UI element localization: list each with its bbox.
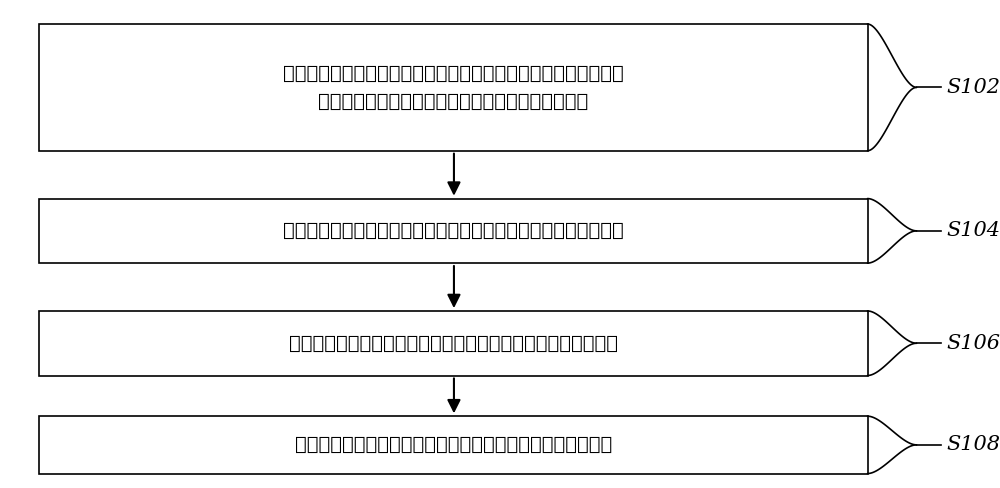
FancyBboxPatch shape <box>39 199 868 263</box>
Text: S104: S104 <box>946 222 1000 241</box>
Text: 利用三维扫描仪对变电站进行三维扫描，得到该变电站的建模数据
，根据该变电站的建模数据建立该变电站的三维模型: 利用三维扫描仪对变电站进行三维扫描，得到该变电站的建模数据 ，根据该变电站的建模… <box>283 64 624 111</box>
Text: S106: S106 <box>946 334 1000 353</box>
FancyBboxPatch shape <box>39 24 868 151</box>
Text: 实时监听用户对上述监控页面发起的操作，该操作包括点击操作: 实时监听用户对上述监控页面发起的操作，该操作包括点击操作 <box>289 334 618 353</box>
Text: 根据监听到的上述用户发起的操作，执行与该操作对应的动作: 根据监听到的上述用户发起的操作，执行与该操作对应的动作 <box>295 435 612 454</box>
Text: S108: S108 <box>946 435 1000 454</box>
FancyBboxPatch shape <box>39 311 868 376</box>
Text: S102: S102 <box>946 78 1000 97</box>
FancyBboxPatch shape <box>39 416 868 473</box>
Text: 搭建变电站监控平台，在变电站监控平台上显示变电站的监控页面: 搭建变电站监控平台，在变电站监控平台上显示变电站的监控页面 <box>283 222 624 241</box>
